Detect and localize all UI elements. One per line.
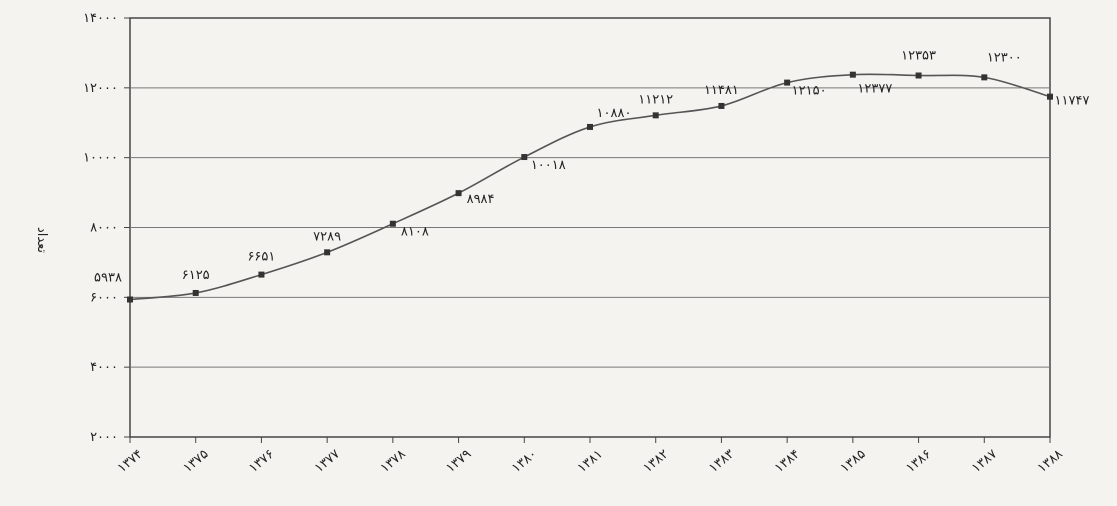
x-tick-label: ۱۳۸۱ bbox=[575, 447, 606, 476]
data-point bbox=[192, 289, 199, 296]
data-point bbox=[521, 154, 528, 161]
data-label: ۱۱۴۸۱ bbox=[704, 83, 739, 98]
data-point bbox=[981, 74, 988, 81]
data-point bbox=[784, 79, 791, 86]
x-tick-label: ۱۳۷۷ bbox=[312, 447, 343, 476]
y-tick-label: ۴۰۰۰ bbox=[90, 360, 118, 375]
x-tick-label: ۱۳۷۶ bbox=[246, 447, 277, 476]
data-label: ۱۱۲۱۲ bbox=[638, 92, 673, 107]
data-label: ۵۹۳۸ bbox=[94, 270, 122, 285]
x-tick-label: ۱۳۷۴ bbox=[115, 447, 146, 476]
data-label: ۱۰۸۸۰ bbox=[597, 106, 632, 121]
data-point bbox=[127, 296, 133, 303]
data-point bbox=[652, 112, 659, 119]
y-tick-label: ۱۲۰۰۰ bbox=[83, 81, 118, 96]
data-label: ۸۱۰۸ bbox=[401, 225, 429, 240]
data-point bbox=[849, 71, 856, 78]
x-tick-label: ۱۳۷۹ bbox=[443, 447, 474, 476]
data-point bbox=[324, 249, 331, 256]
x-tick-label: ۱۳۷۵ bbox=[181, 447, 212, 476]
data-point bbox=[455, 190, 462, 197]
data-point bbox=[587, 123, 593, 130]
y-tick-label: ۶۰۰۰ bbox=[90, 290, 118, 305]
y-tick-label: ۱۰۰۰۰ bbox=[83, 151, 118, 166]
data-point bbox=[718, 102, 725, 109]
data-point bbox=[1047, 93, 1053, 100]
x-tick-label: ۱۳۸۶ bbox=[903, 447, 934, 476]
data-label: ۱۰۰۱۸ bbox=[531, 158, 566, 173]
y-tick-label: ۲۰۰۰ bbox=[90, 430, 118, 445]
x-tick-label: ۱۳۸۰ bbox=[509, 447, 540, 476]
data-label: ۶۶۵۱ bbox=[247, 250, 275, 265]
data-label: ۸۹۸۴ bbox=[467, 192, 495, 207]
data-points bbox=[127, 71, 1053, 303]
data-labels: ۵۹۳۸ ۶۱۲۵ ۶۶۵۱ ۷۲۸۹ ۸۱۰۸ ۸۹۸۴ ۱۰۰۱۸ ۱۰۸۸۰ ۱۱۲۱۲ ۱… bbox=[94, 49, 1089, 286]
x-tick-label: ۱۳۸۸ bbox=[1035, 447, 1066, 476]
data-label: ۱۲۱۵۰ bbox=[792, 84, 827, 99]
data-label: ۶۱۲۵ bbox=[182, 268, 210, 283]
y-axis-label: تعداد bbox=[34, 227, 49, 253]
x-tick-label: ۱۳۸۴ bbox=[772, 447, 803, 476]
x-tick-label: ۱۳۷۸ bbox=[378, 447, 409, 476]
data-point bbox=[389, 220, 396, 227]
data-label: ۱۲۳۵۳ bbox=[901, 49, 936, 64]
x-tick-label: ۱۳۸۷ bbox=[969, 447, 1000, 476]
data-point bbox=[258, 271, 265, 278]
x-axis-ticks: ۱۳۷۴ ۱۳۷۵ ۱۳۷۶ ۱۳۷۷ ۱۳۷۸ ۱۳۷۹ ۱۳۸۰ ۱۳۸۱ ۱۳۸۲ ۱۳۸۳… bbox=[115, 437, 1066, 476]
data-label: ۷۲۸۹ bbox=[313, 229, 341, 244]
y-tick-label: ۱۴۰۰۰ bbox=[83, 11, 118, 26]
y-axis-ticks: ۲۰۰۰ ۴۰۰۰ ۶۰۰۰ ۸۰۰۰ ۱۰۰۰۰ ۱۲۰۰۰ ۱۴۰۰۰ bbox=[83, 11, 130, 445]
x-tick-label: ۱۳۸۳ bbox=[706, 447, 737, 476]
data-label: ۱۲۳۰۰ bbox=[987, 50, 1022, 65]
gridlines bbox=[130, 87, 1050, 368]
data-label: ۱۱۷۴۷ bbox=[1055, 94, 1090, 109]
x-tick-label: ۱۳۸۵ bbox=[838, 447, 869, 476]
data-label: ۱۲۳۷۷ bbox=[857, 82, 892, 97]
x-tick-label: ۱۳۸۲ bbox=[641, 447, 672, 476]
y-tick-label: ۸۰۰۰ bbox=[90, 221, 118, 236]
data-point bbox=[915, 72, 922, 79]
